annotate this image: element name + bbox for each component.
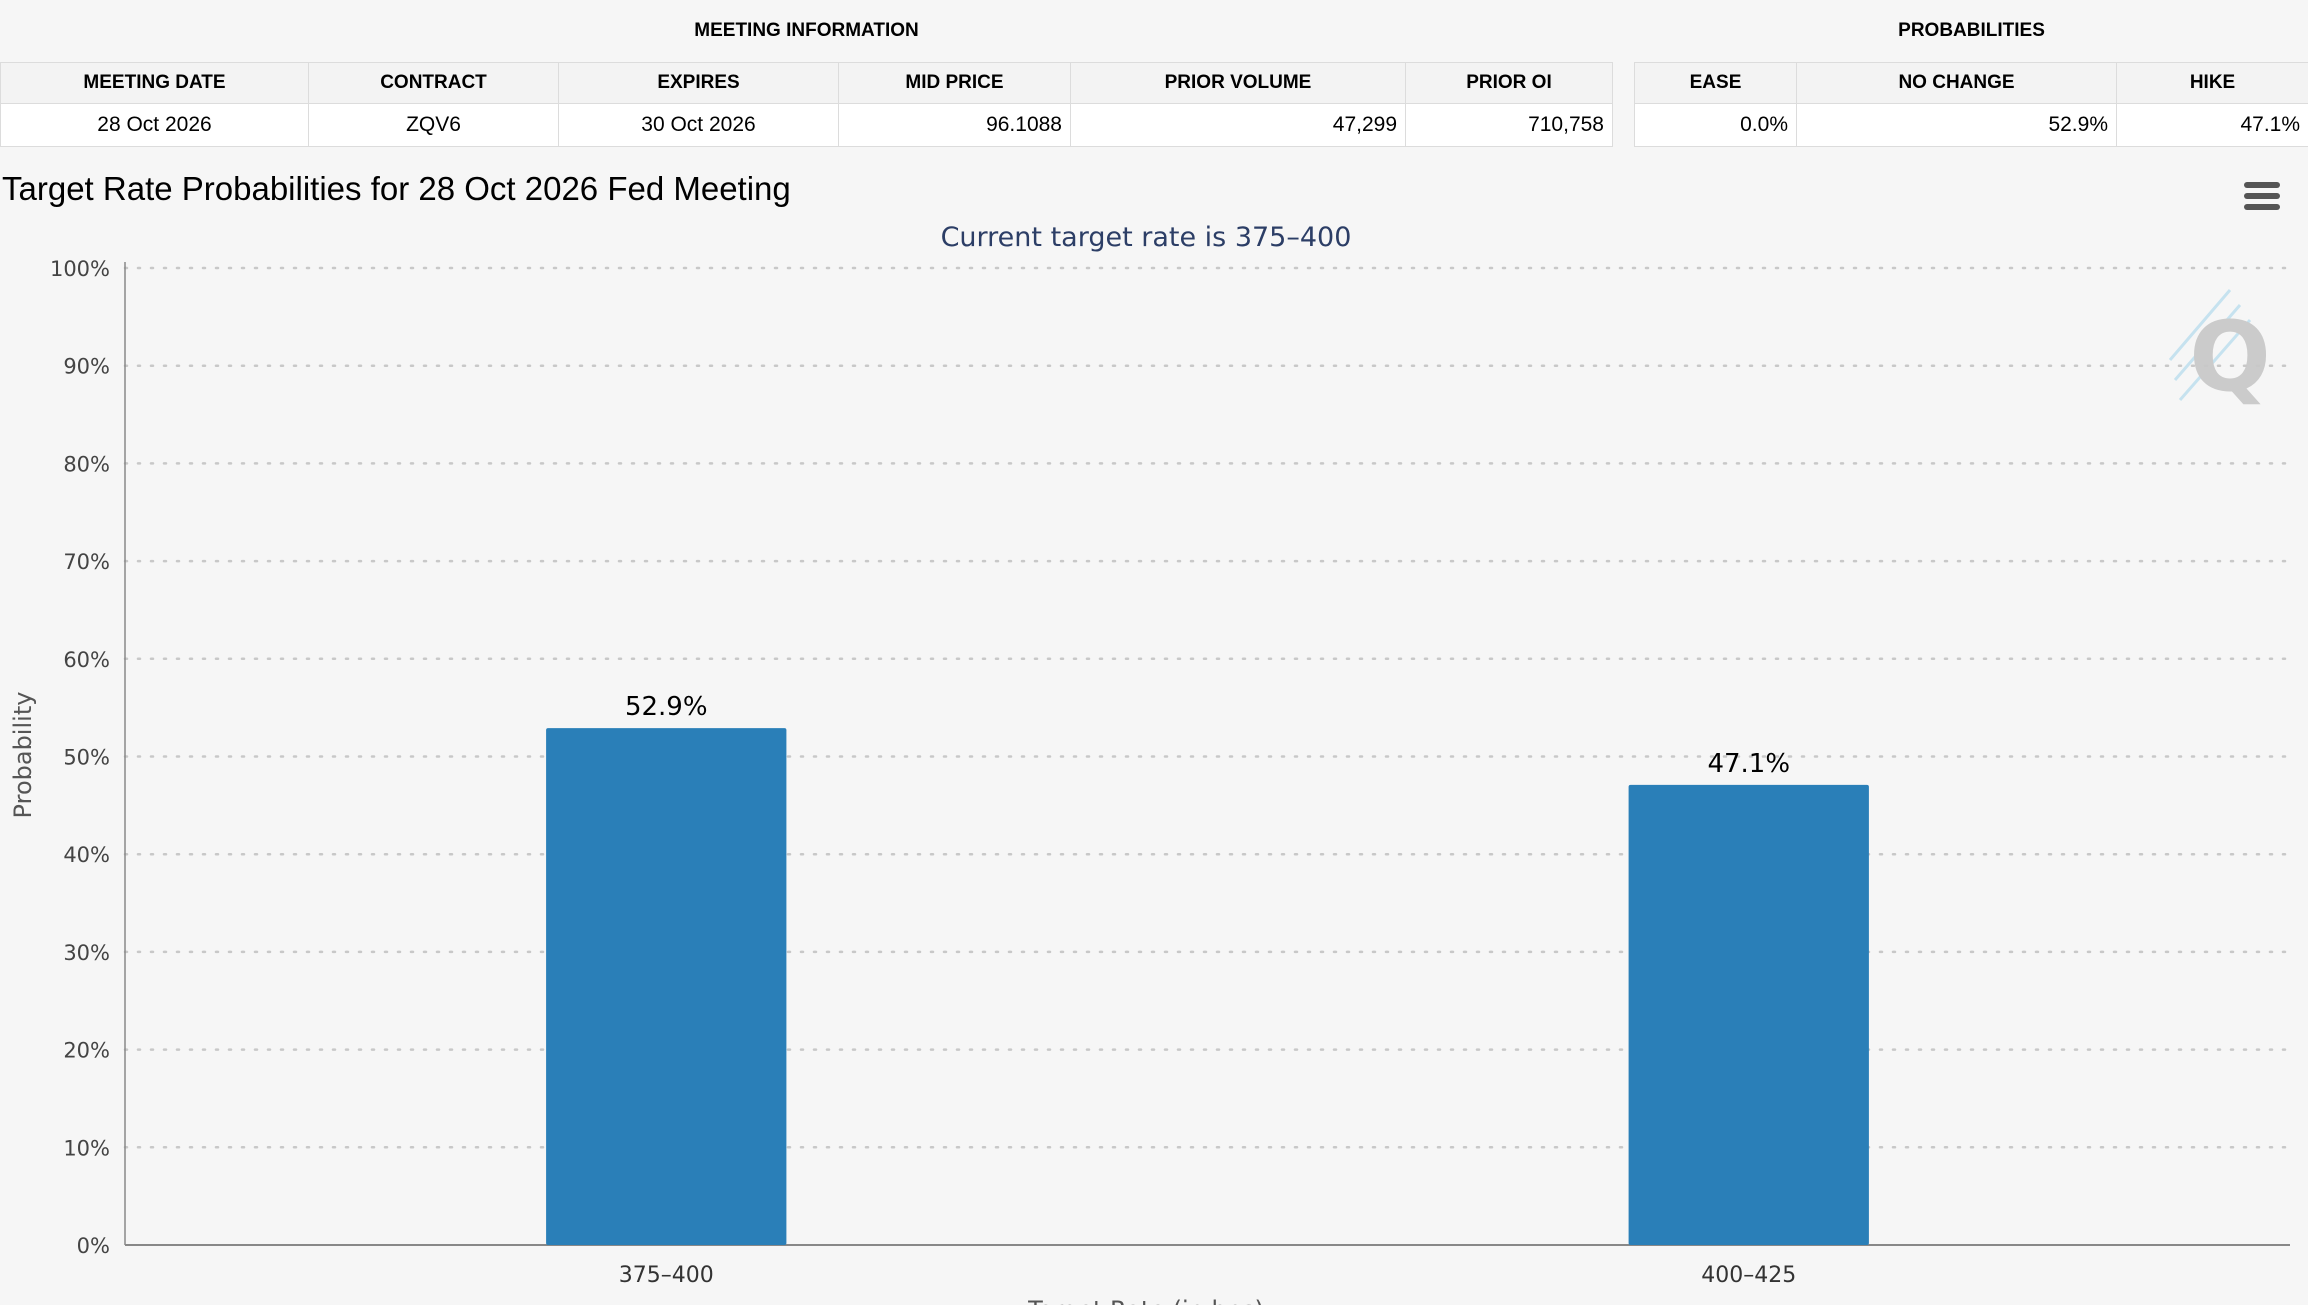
bar[interactable] [1628,784,1869,1245]
col-expires: EXPIRES [558,62,839,104]
cell-hike: 47.1% [2115,103,2308,147]
y-tick-label: 10% [63,1136,110,1160]
hamburger-menu-icon[interactable] [2244,182,2280,210]
col-mid-price: MID PRICE [838,62,1071,104]
cell-no-change: 52.9% [1796,103,2117,147]
svg-text:Q: Q [2189,301,2271,413]
y-tick-label: 40% [63,843,110,867]
meeting-information-heading: MEETING INFORMATION [0,0,1613,63]
cell-meeting-date: 28 Oct 2026 [0,103,309,147]
probabilities-heading: PROBABILITIES [1634,0,2308,63]
q-logo-watermark: Q [2168,289,2271,413]
table-row: 28 Oct 2026 ZQV6 30 Oct 2026 96.1088 47,… [0,103,1613,147]
col-meeting-date: MEETING DATE [0,62,309,104]
x-tick-label: 400–425 [1701,1263,1796,1288]
bar[interactable] [546,728,787,1245]
x-axis-label: Target Rate (in bps) [1027,1296,1264,1305]
y-tick-label: 90% [63,355,110,379]
plot-area: 0% 10% 20% 30% 40% 50% 60% 70% 80% 90% 100% 52.9% 37… [50,257,2292,1288]
y-tick-label: 0% [77,1234,110,1258]
col-no-change: NO CHANGE [1796,62,2117,104]
meeting-information-table: MEETING INFORMATION MEETING DATE CONTRAC… [0,0,1613,147]
y-tick-label: 70% [63,550,110,574]
cell-contract: ZQV6 [308,103,559,147]
col-hike: HIKE [2115,62,2308,104]
col-prior-oi: PRIOR OI [1405,62,1613,104]
y-tick-label: 50% [63,746,110,770]
y-tick-label: 20% [63,1039,110,1063]
y-tick-label: 60% [63,648,110,672]
cell-prior-volume: 47,299 [1070,103,1406,147]
chart-subtitle: Current target rate is 375–400 [941,222,1352,253]
cell-expires: 30 Oct 2026 [558,103,839,147]
cell-prior-oi: 710,758 [1405,103,1613,147]
y-tick-label: 30% [63,941,110,965]
col-ease: EASE [1634,62,1797,104]
y-axis-label: Probability [9,692,37,819]
x-tick-label: 375–400 [619,1263,714,1288]
data-label: 47.1% [1707,749,1790,779]
col-contract: CONTRACT [308,62,559,104]
y-tick-label: 80% [63,452,110,476]
table-row: 0.0% 52.9% 47.1% [1634,103,2308,147]
cell-mid-price: 96.1088 [838,103,1071,147]
data-label: 52.9% [625,692,708,722]
y-tick-label: 100% [50,257,110,281]
chart-title: Target Rate Probabilities for 28 Oct 202… [2,170,791,207]
probabilities-table: PROBABILITIES EASE NO CHANGE HIKE 0.0% 5… [1634,0,2308,147]
